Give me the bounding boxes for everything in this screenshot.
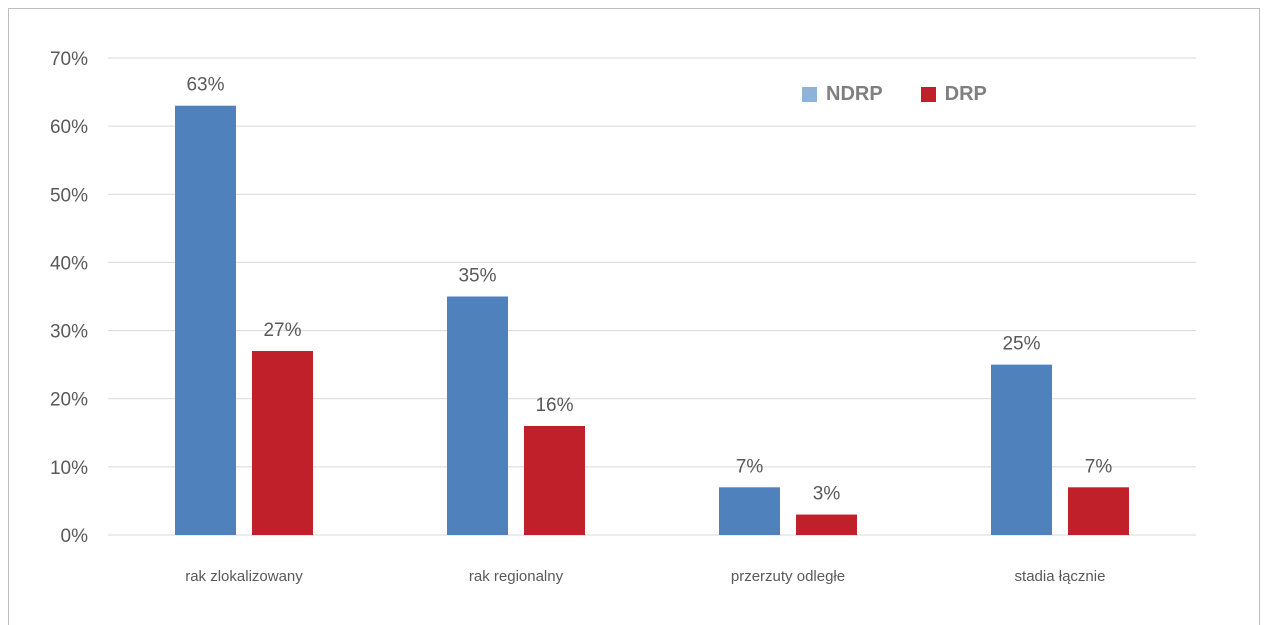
y-tick-label: 10% <box>50 458 88 479</box>
x-tick-label: przerzuty odległe <box>731 568 845 585</box>
data-label: 7% <box>736 456 764 477</box>
y-axis-ticks: 0% 10% 20% 30% 40% 50% 60% 70% <box>50 49 88 547</box>
chart-frame <box>8 8 1260 625</box>
y-tick-label: 20% <box>50 390 88 411</box>
legend-item-ndrp: NDRP <box>802 83 883 106</box>
y-tick-label: 0% <box>61 526 89 547</box>
data-label: 27% <box>263 320 301 341</box>
data-labels: 63% 27% 35% 16% 7% 3% 25% 7% <box>186 75 1112 505</box>
x-tick-label: stadia łącznie <box>1015 568 1106 585</box>
bar-drp <box>796 514 857 535</box>
x-tick-label: rak zlokalizowany <box>185 568 303 585</box>
data-label: 7% <box>1085 456 1113 477</box>
data-label: 35% <box>458 266 496 287</box>
bar-drp <box>524 425 585 535</box>
legend-item-drp: DRP <box>920 83 987 106</box>
bar-ndrp <box>447 296 508 535</box>
x-tick-label: rak regionalny <box>469 568 564 585</box>
bars <box>175 105 1129 535</box>
bar-drp <box>252 351 313 535</box>
data-label: 3% <box>813 484 841 505</box>
bar-ndrp <box>719 487 780 535</box>
legend-swatch-ndrp <box>802 87 817 102</box>
y-tick-label: 50% <box>50 185 88 206</box>
bar-ndrp <box>991 364 1052 535</box>
legend: NDRP DRP <box>802 83 987 106</box>
y-tick-label: 40% <box>50 253 88 274</box>
y-tick-label: 60% <box>50 117 88 138</box>
bar-drp <box>1068 487 1129 535</box>
data-label: 25% <box>1002 334 1040 355</box>
legend-label-ndrp: NDRP <box>826 83 883 105</box>
data-label: 63% <box>186 75 224 96</box>
x-axis-ticks: rak zlokalizowany rak regionalny przerzuty… <box>185 568 1105 585</box>
y-tick-label: 30% <box>50 322 88 343</box>
y-tick-label: 70% <box>50 49 88 70</box>
legend-label-drp: DRP <box>944 83 987 105</box>
data-label: 16% <box>535 395 573 416</box>
bar-ndrp <box>175 105 236 535</box>
legend-swatch-drp <box>920 87 936 102</box>
